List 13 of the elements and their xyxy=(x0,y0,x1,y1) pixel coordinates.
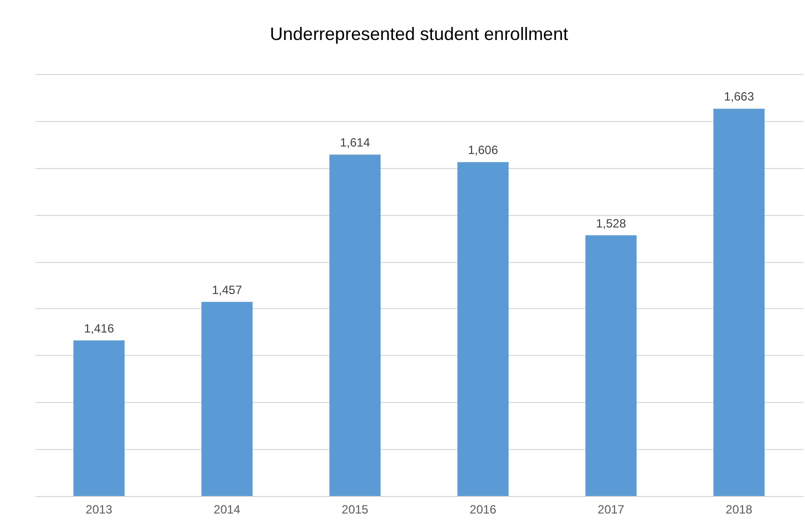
data-label: 1,416 xyxy=(84,321,114,336)
x-tick-label: 2016 xyxy=(470,502,497,516)
x-tick-label: 2014 xyxy=(214,502,241,516)
data-label: 1,606 xyxy=(468,143,498,158)
chart-title: Underrepresented student enrollment xyxy=(270,24,568,44)
x-tick-label: 2018 xyxy=(726,502,753,516)
x-tick-label: 2013 xyxy=(86,502,113,516)
data-label: 1,614 xyxy=(340,136,370,150)
x-tick-label: 2017 xyxy=(598,502,625,516)
x-tick-label: 2015 xyxy=(342,502,369,516)
data-label: 1,528 xyxy=(596,216,626,230)
data-label: 1,457 xyxy=(212,282,242,297)
data-label: 1,663 xyxy=(724,90,754,104)
